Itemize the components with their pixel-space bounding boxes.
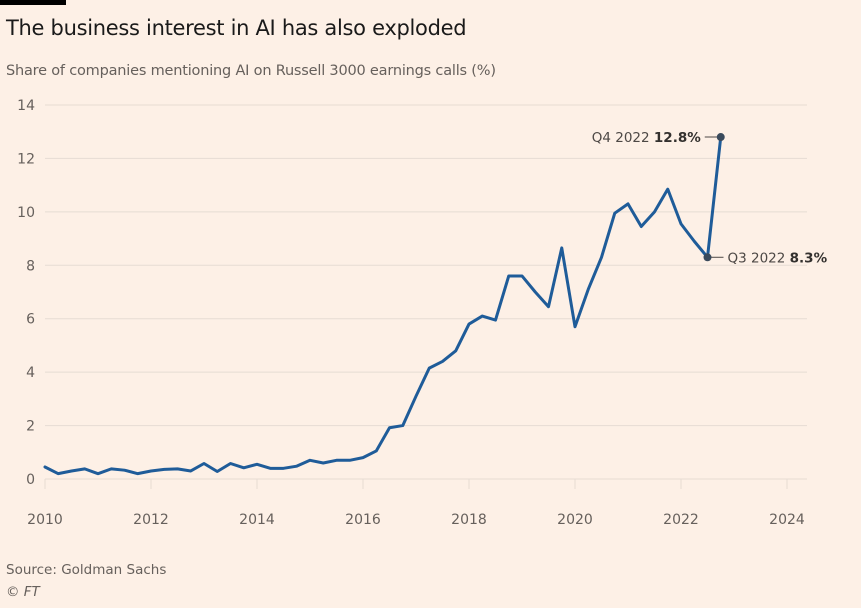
- annotation-label-q3-2022: Q3 2022 8.3%: [728, 250, 828, 266]
- chart-subtitle: Share of companies mentioning AI on Russ…: [6, 63, 496, 79]
- series-line: [43, 135, 723, 476]
- x-tick-label: 2014: [239, 512, 275, 528]
- x-tick-label: 2022: [663, 512, 699, 528]
- x-tick-label: 2018: [451, 512, 487, 528]
- x-tick-label: 2016: [345, 512, 381, 528]
- y-tick-label: 0: [26, 472, 35, 488]
- x-tick-label: 2012: [133, 512, 169, 528]
- chart-title: The business interest in AI has also exp…: [6, 16, 467, 40]
- annotation-label-q4-2022: Q4 2022 12.8%: [592, 130, 701, 146]
- x-tick-label: 2024: [769, 512, 805, 528]
- copyright-note: © FT: [6, 584, 40, 600]
- x-tick-label: 2010: [27, 512, 63, 528]
- source-note: Source: Goldman Sachs: [6, 562, 167, 578]
- gridlines: [45, 104, 807, 480]
- y-tick-label: 10: [17, 205, 35, 221]
- y-tick-label: 14: [17, 98, 35, 114]
- y-tick-label: 4: [26, 365, 35, 381]
- y-axis: 0 2 4 6 8 10 12 14: [17, 98, 35, 488]
- y-tick-label: 12: [17, 151, 35, 167]
- annotation-marker: [716, 133, 725, 142]
- y-tick-label: 2: [26, 419, 35, 435]
- ft-top-bar: [0, 0, 66, 5]
- annotation-marker: [703, 253, 712, 262]
- x-axis: 2010 2012 2014 2016 2018 2020 2022 2024: [27, 479, 805, 528]
- y-tick-label: 8: [26, 258, 35, 274]
- y-tick-label: 6: [26, 312, 35, 328]
- series-layer: [43, 135, 723, 476]
- annotations: Q4 2022 12.8% Q3 2022 8.3%: [592, 130, 828, 266]
- x-tick-label: 2020: [557, 512, 593, 528]
